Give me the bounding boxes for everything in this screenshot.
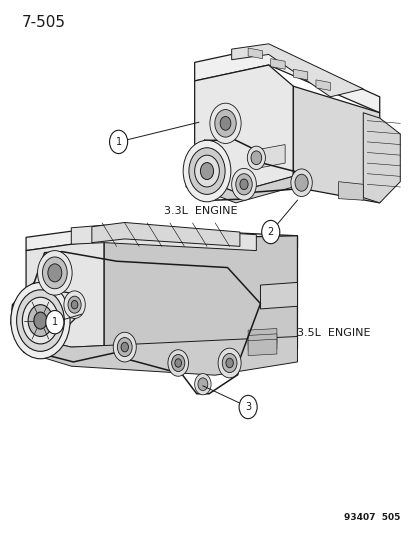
- Polygon shape: [104, 236, 297, 349]
- Text: 93407  505: 93407 505: [343, 513, 399, 522]
- Polygon shape: [362, 113, 399, 203]
- Circle shape: [235, 174, 252, 195]
- Circle shape: [294, 174, 307, 191]
- Circle shape: [109, 130, 127, 154]
- Polygon shape: [293, 69, 307, 80]
- Circle shape: [183, 140, 230, 202]
- Circle shape: [71, 301, 78, 309]
- Polygon shape: [247, 48, 262, 59]
- Polygon shape: [71, 225, 256, 251]
- Polygon shape: [338, 182, 362, 200]
- Circle shape: [225, 358, 233, 368]
- Circle shape: [222, 353, 237, 373]
- Circle shape: [231, 168, 256, 200]
- Circle shape: [250, 151, 261, 165]
- Text: 7-505: 7-505: [22, 14, 66, 30]
- Circle shape: [11, 282, 70, 359]
- Circle shape: [168, 350, 188, 376]
- Circle shape: [117, 337, 132, 357]
- Circle shape: [113, 332, 136, 362]
- Circle shape: [34, 312, 47, 329]
- Circle shape: [38, 251, 72, 295]
- Polygon shape: [270, 59, 285, 69]
- Circle shape: [188, 148, 225, 195]
- Circle shape: [197, 378, 207, 391]
- Text: 3: 3: [244, 402, 251, 412]
- Circle shape: [239, 179, 247, 190]
- Circle shape: [290, 169, 311, 197]
- Circle shape: [238, 395, 256, 419]
- Circle shape: [209, 103, 240, 143]
- Polygon shape: [247, 339, 276, 356]
- Circle shape: [22, 297, 58, 344]
- Polygon shape: [194, 176, 293, 203]
- Circle shape: [48, 264, 62, 282]
- Circle shape: [261, 220, 279, 244]
- Circle shape: [194, 374, 211, 395]
- Circle shape: [220, 116, 230, 130]
- Circle shape: [218, 348, 240, 378]
- Polygon shape: [26, 240, 104, 359]
- Circle shape: [121, 342, 128, 352]
- Circle shape: [194, 155, 219, 187]
- Circle shape: [247, 146, 265, 169]
- Text: 1: 1: [52, 317, 58, 327]
- Polygon shape: [26, 336, 297, 359]
- Circle shape: [200, 163, 213, 180]
- Polygon shape: [194, 46, 379, 113]
- Polygon shape: [256, 144, 285, 168]
- Polygon shape: [293, 86, 379, 203]
- Circle shape: [46, 311, 64, 334]
- Circle shape: [43, 257, 67, 289]
- Polygon shape: [231, 44, 362, 97]
- Polygon shape: [315, 80, 330, 91]
- Polygon shape: [194, 65, 293, 192]
- Polygon shape: [247, 334, 276, 350]
- Circle shape: [175, 359, 181, 367]
- Circle shape: [64, 291, 85, 318]
- Text: 3.5L  ENGINE: 3.5L ENGINE: [297, 328, 370, 338]
- Polygon shape: [26, 227, 297, 251]
- Circle shape: [17, 290, 64, 351]
- Circle shape: [28, 305, 53, 336]
- Polygon shape: [26, 336, 297, 375]
- Text: 3.3L  ENGINE: 3.3L ENGINE: [164, 206, 237, 216]
- Circle shape: [68, 296, 81, 313]
- Polygon shape: [247, 328, 276, 345]
- Polygon shape: [92, 222, 239, 246]
- Circle shape: [214, 110, 236, 137]
- Text: 1: 1: [115, 137, 121, 147]
- Circle shape: [171, 354, 184, 372]
- Polygon shape: [260, 282, 297, 309]
- Text: 2: 2: [267, 227, 273, 237]
